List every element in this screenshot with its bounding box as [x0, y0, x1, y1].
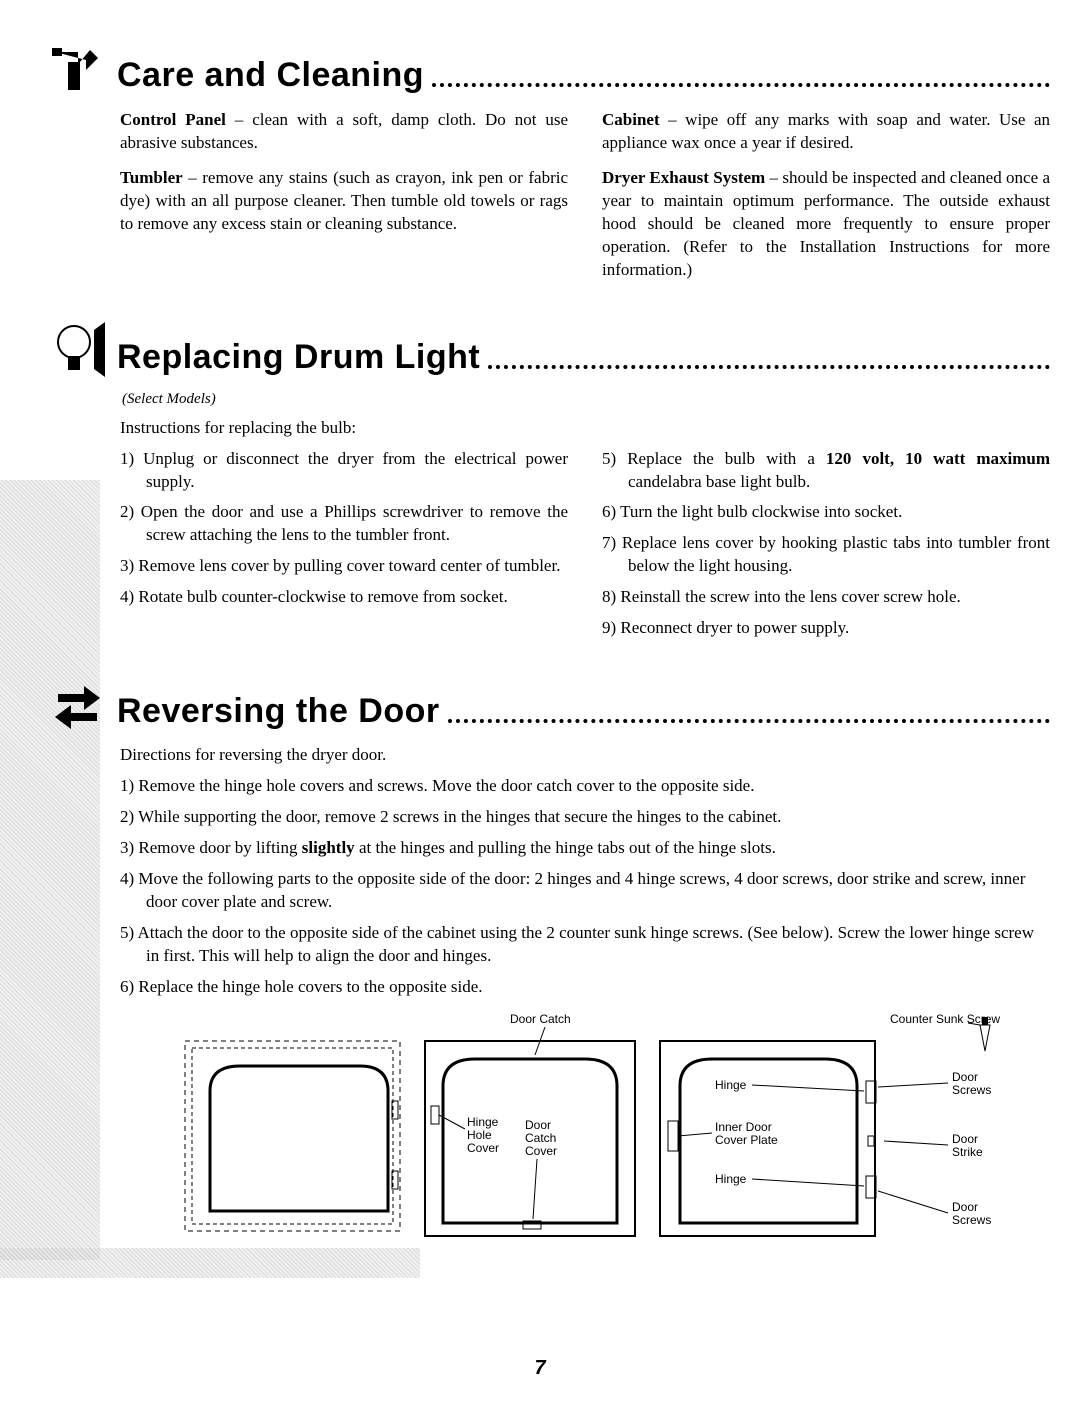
spray-bottle-icon	[50, 40, 105, 95]
label-door-screws-top: Door Screws	[952, 1070, 991, 1097]
section-header: Reversing the Door	[50, 676, 1050, 731]
section-header: Replacing Drum Light	[50, 322, 1050, 377]
section-reversing: Reversing the Door Directions for revers…	[120, 676, 1050, 1256]
step: 1) Unplug or disconnect the dryer from t…	[120, 448, 568, 494]
label-hinge-top: Hinge	[715, 1078, 747, 1092]
label-inner-door: Inner Door Cover Plate	[715, 1120, 778, 1147]
intro-text: Instructions for replacing the bulb:	[120, 418, 1050, 438]
label-door-catch: Door Catch	[510, 1012, 571, 1026]
step: 6) Turn the light bulb clockwise into so…	[602, 501, 1050, 524]
care-tumbler: Tumbler – remove any stains (such as cra…	[120, 167, 568, 236]
section-header: Care and Cleaning	[50, 40, 1050, 95]
intro-text: Directions for reversing the dryer door.	[120, 745, 1050, 765]
lightbulb-icon	[50, 322, 105, 377]
step: 5) Replace the bulb with a 120 volt, 10 …	[602, 448, 1050, 494]
step: 9) Reconnect dryer to power supply.	[602, 617, 1050, 640]
step: 3) Remove door by lifting slightly at th…	[120, 837, 1050, 860]
reversing-arrows-icon	[50, 676, 105, 731]
scan-texture-side	[0, 480, 100, 1260]
page-number: 7	[534, 1357, 545, 1380]
step: 2) While supporting the door, remove 2 s…	[120, 806, 1050, 829]
label-door-strike: Door Strike	[952, 1132, 983, 1159]
section-title: Reversing the Door	[117, 692, 440, 731]
step: 2) Open the door and use a Phillips scre…	[120, 501, 568, 547]
leader-dots	[488, 365, 1050, 369]
reversing-steps: 1) Remove the hinge hole covers and scre…	[120, 775, 1050, 999]
door-diagram-svg: Door Catch Hinge Hole Cover Door Catch C…	[170, 1011, 1000, 1251]
label-hinge-bot: Hinge	[715, 1172, 747, 1186]
care-control-panel: Control Panel – clean with a soft, damp …	[120, 109, 568, 155]
care-right-col: Cabinet – wipe off any marks with soap a…	[602, 109, 1050, 294]
step: 1) Remove the hinge hole covers and scre…	[120, 775, 1050, 798]
care-exhaust: Dryer Exhaust System – should be inspect…	[602, 167, 1050, 282]
section-care: Care and Cleaning Control Panel – clean …	[120, 40, 1050, 294]
step: 4) Move the following parts to the oppos…	[120, 868, 1050, 914]
section-drumlight: Replacing Drum Light (Select Models) Ins…	[120, 322, 1050, 649]
step: 4) Rotate bulb counter-clockwise to remo…	[120, 586, 568, 609]
door-diagram: Door Catch Hinge Hole Cover Door Catch C…	[120, 1011, 1050, 1256]
section-title: Replacing Drum Light	[117, 338, 480, 377]
step: 7) Replace lens cover by hooking plastic…	[602, 532, 1050, 578]
leader-dots	[448, 719, 1050, 723]
step: 3) Remove lens cover by pulling cover to…	[120, 555, 568, 578]
drumlight-left: 1) Unplug or disconnect the dryer from t…	[120, 448, 568, 649]
label-door-catch-cover: Door Catch Cover	[525, 1118, 560, 1158]
section-title: Care and Cleaning	[117, 56, 424, 95]
label-hinge-hole-cover: Hinge Hole Cover	[467, 1115, 502, 1155]
leader-dots	[432, 83, 1050, 87]
drumlight-right: 5) Replace the bulb with a 120 volt, 10 …	[602, 448, 1050, 649]
step: 5) Attach the door to the opposite side …	[120, 922, 1050, 968]
step: 6) Replace the hinge hole covers to the …	[120, 976, 1050, 999]
label-door-screws-bot: Door Screws	[952, 1200, 991, 1227]
subtitle: (Select Models)	[122, 391, 1050, 408]
step: 8) Reinstall the screw into the lens cov…	[602, 586, 1050, 609]
care-left-col: Control Panel – clean with a soft, damp …	[120, 109, 568, 294]
care-cabinet: Cabinet – wipe off any marks with soap a…	[602, 109, 1050, 155]
